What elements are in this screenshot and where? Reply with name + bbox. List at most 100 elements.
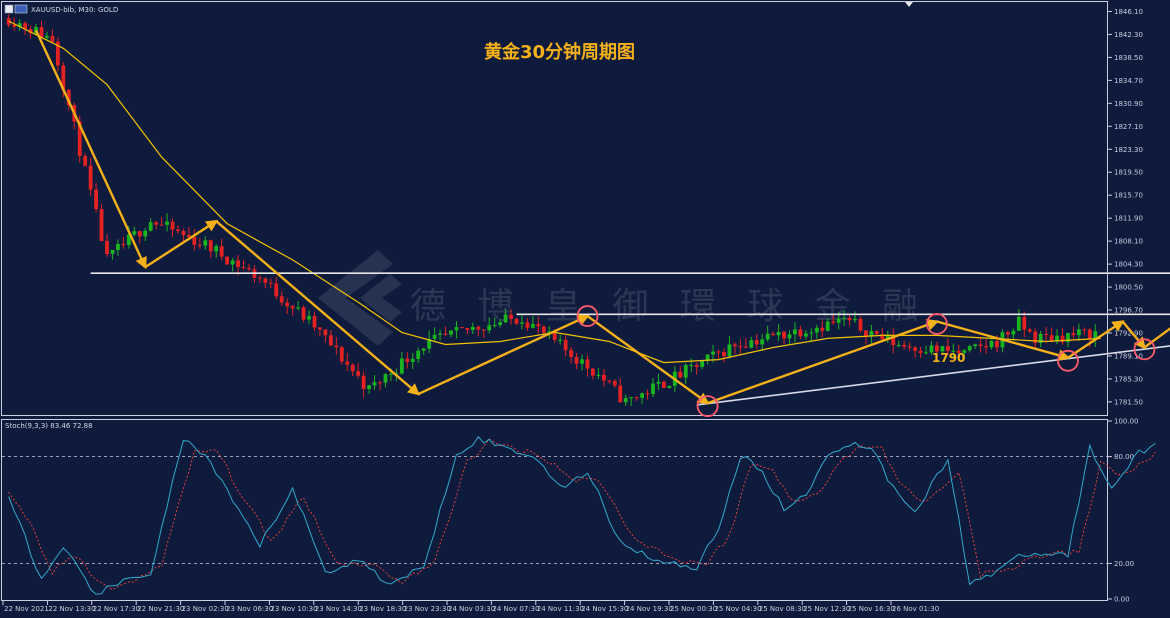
candle-body <box>361 375 366 389</box>
candle-body <box>514 318 519 324</box>
candle-body <box>629 397 634 399</box>
candle-body <box>1076 329 1081 336</box>
candle-body <box>1044 333 1049 336</box>
candle-body <box>405 358 410 362</box>
price-tick-label: 1842.30 <box>1114 31 1143 39</box>
candle-body <box>274 283 279 297</box>
candle-body <box>585 359 590 369</box>
wave-arrow <box>936 320 1071 362</box>
wave-arrow <box>1121 320 1146 350</box>
watermark-text: 德 博 皇 御 環 球 金 融 <box>410 286 928 327</box>
candle-body <box>186 234 191 237</box>
candle-body <box>842 318 847 320</box>
candle-body <box>247 268 251 270</box>
wave-arrow <box>144 219 219 269</box>
candle-body <box>973 344 978 347</box>
candle-body <box>1033 331 1038 344</box>
price-tick-label: 1781.50 <box>1114 398 1143 406</box>
candle-body <box>1055 335 1059 341</box>
chart-title: 黄金30分钟周期图 <box>484 41 635 63</box>
candle-body <box>61 65 66 90</box>
candle-body <box>902 345 907 347</box>
candle-body <box>23 23 28 29</box>
price-tick-label: 1846.10 <box>1114 8 1143 16</box>
candle-body <box>410 358 415 362</box>
candle-body <box>132 231 137 235</box>
candle-body <box>825 321 830 331</box>
candle-body <box>683 365 688 378</box>
candle-body <box>192 236 197 245</box>
candle-body <box>28 28 33 34</box>
time-tick-label: 24 Nov 11:30 <box>537 605 584 613</box>
candle-body <box>50 35 55 42</box>
stoch-tick-label: 80.00 <box>1114 453 1134 461</box>
candle-body <box>159 224 164 226</box>
candle-body <box>225 256 230 265</box>
stoch-main-line <box>8 435 1156 595</box>
candle-body <box>760 339 765 345</box>
candle-body <box>754 340 759 345</box>
candle-body <box>509 314 513 319</box>
candle-body <box>230 260 235 265</box>
candle-body <box>1016 316 1021 331</box>
candle-body <box>356 371 361 376</box>
candle-body <box>547 331 552 333</box>
candle-body <box>907 346 912 348</box>
candle-body <box>951 350 956 352</box>
price-tick-label: 1815.70 <box>1114 192 1143 200</box>
watermark: 德 博 皇 御 環 球 金 融 <box>318 250 928 346</box>
candle-body <box>328 335 333 346</box>
candle-body <box>612 380 617 386</box>
main-chart-layer: 1846.10 1842.30 1838.50 1834.70 1830.90 1827.… <box>2 8 1170 613</box>
candle-body <box>1060 335 1065 343</box>
price-tick-label: 1823.30 <box>1114 146 1143 154</box>
watermark-logo-icon <box>318 250 402 346</box>
candle-body <box>1011 330 1016 335</box>
candle-body <box>984 346 988 348</box>
candle-body <box>137 231 142 237</box>
candle-body <box>662 381 666 388</box>
candle-body <box>694 364 699 367</box>
candle-body <box>874 331 879 335</box>
candle-body <box>503 314 508 323</box>
stoch-label: Stoch(9,3,3) 83.46 72.88 <box>5 422 93 430</box>
candle-body <box>312 315 317 328</box>
candle-body <box>525 322 530 328</box>
candle-body <box>880 334 885 340</box>
candle-body <box>989 340 994 348</box>
candle-body <box>154 222 159 225</box>
candle-body <box>427 338 432 349</box>
candle-body <box>711 351 715 355</box>
candle-body <box>853 318 857 321</box>
candle-body <box>918 350 923 354</box>
candle-body <box>257 277 262 279</box>
candle-body <box>645 393 650 395</box>
candle-body <box>203 240 208 246</box>
candle-body <box>913 347 918 351</box>
candle-body <box>782 331 786 339</box>
candle-body <box>83 155 88 166</box>
candle-body <box>793 329 797 335</box>
chart-icon <box>4 4 14 14</box>
candle-body <box>574 356 579 364</box>
time-tick-label: 25 Nov 04:30 <box>714 605 761 613</box>
wave-arrow <box>707 319 940 405</box>
pivot-circle <box>1133 338 1156 361</box>
price-tick-label: 1838.50 <box>1114 54 1143 62</box>
candle-body <box>487 325 492 331</box>
price-tick-label: 1808.10 <box>1114 238 1143 246</box>
candle-body <box>864 330 868 337</box>
price-tick-label: 1785.30 <box>1114 375 1143 383</box>
stoch-chart-layer: 100.00 80.00 20.00 0.00 <box>2 418 1156 604</box>
candle-body <box>814 327 819 333</box>
candle-body <box>296 307 301 309</box>
candle-body <box>367 385 372 389</box>
candle-body <box>1022 316 1027 330</box>
price-tick-label: 1834.70 <box>1114 77 1143 85</box>
candle-body <box>803 333 808 337</box>
wave-arrow <box>34 29 147 270</box>
time-tick-label: 23 Nov 06:30 <box>226 605 273 613</box>
candle-body <box>143 230 148 237</box>
candle-body <box>148 222 153 231</box>
